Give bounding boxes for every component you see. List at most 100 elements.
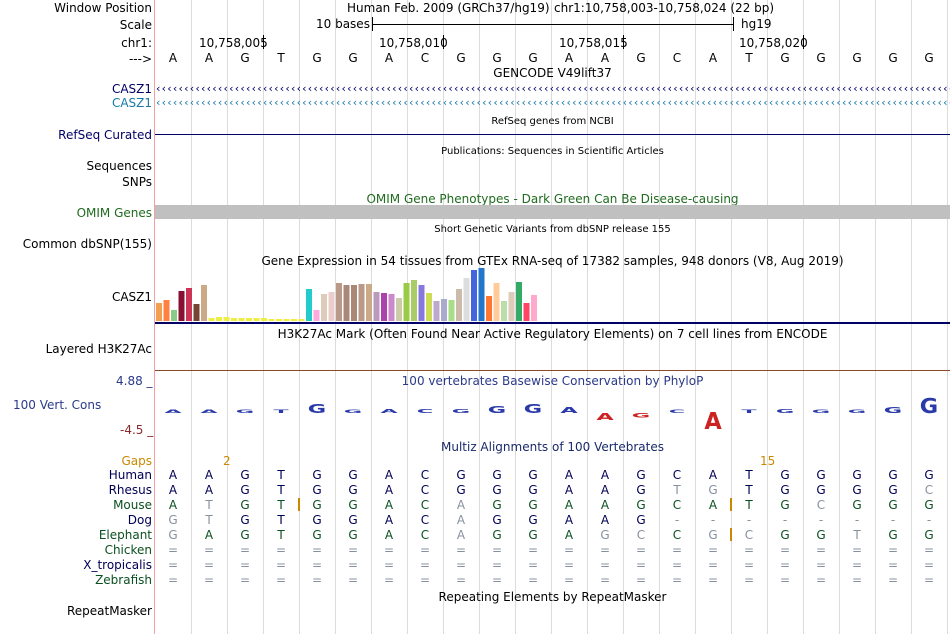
casz1-transcript-a[interactable]: ‹‹‹‹‹‹‹‹‹‹‹‹‹‹‹‹‹‹‹‹‹‹‹‹‹‹‹‹‹‹‹‹‹‹‹‹‹‹‹‹…	[155, 84, 950, 94]
aligned-base: A	[168, 468, 178, 482]
scale-label: Scale	[119, 18, 152, 32]
grid-line	[947, 0, 948, 634]
species-label[interactable]: Zebrafish	[95, 573, 152, 587]
aligned-base: A	[708, 498, 718, 512]
species-label[interactable]: Rhesus	[108, 483, 152, 497]
gtex-gene-label[interactable]: CASZ1	[111, 290, 152, 304]
aligned-base: C	[636, 528, 646, 542]
aligned-base: C	[420, 498, 430, 512]
aligned-base: T	[745, 483, 753, 497]
aligned-base: =	[455, 543, 467, 557]
aligned-base: G	[312, 498, 322, 512]
reference-base: A	[168, 51, 178, 65]
aligned-base: =	[203, 558, 215, 572]
aligned-base: =	[167, 558, 179, 572]
aligned-base: =	[239, 543, 251, 557]
track-label-separator	[154, 0, 155, 634]
dbsnp-track-label[interactable]: Common dbSNP(155)	[22, 237, 152, 251]
reference-base: G	[924, 51, 934, 65]
reference-base: G	[240, 51, 250, 65]
species-label[interactable]: Human	[108, 468, 152, 482]
casz1-label-b[interactable]: CASZ1	[111, 96, 152, 110]
aligned-base: G	[528, 483, 538, 497]
reference-base: A	[708, 51, 718, 65]
aligned-base: =	[671, 543, 683, 557]
aligned-base: =	[383, 573, 395, 587]
aligned-base: C	[816, 498, 826, 512]
grid-line	[623, 0, 624, 634]
grid-line	[731, 0, 732, 634]
aligned-base: G	[636, 468, 646, 482]
aligned-base: =	[815, 543, 827, 557]
aligned-base: =	[491, 573, 503, 587]
aligned-base: =	[887, 558, 899, 572]
aligned-base: =	[599, 573, 611, 587]
aligned-base: -	[854, 513, 860, 527]
species-label[interactable]: X_tropicalis	[83, 558, 152, 572]
refseq-gene-line[interactable]	[155, 134, 950, 135]
species-label[interactable]: Elephant	[98, 528, 152, 542]
aligned-base: =	[419, 543, 431, 557]
aligned-base: G	[348, 513, 358, 527]
omim-gene-block[interactable]	[155, 205, 950, 219]
aligned-base: A	[384, 468, 394, 482]
snps-label[interactable]: SNPs	[122, 175, 152, 189]
aligned-base: =	[383, 543, 395, 557]
reference-base: G	[636, 51, 646, 65]
aligned-base: =	[239, 573, 251, 587]
aligned-base: G	[492, 513, 502, 527]
ruler-tick	[443, 35, 444, 49]
aligned-base: A	[384, 513, 394, 527]
aligned-base: G	[240, 498, 250, 512]
casz1-transcript-b[interactable]: ‹‹‹‹‹‹‹‹‹‹‹‹‹‹‹‹‹‹‹‹‹‹‹‹‹‹‹‹‹‹‹‹‹‹‹‹‹‹‹‹…	[155, 98, 950, 108]
omim-track-label[interactable]: OMIM Genes	[76, 206, 152, 220]
aligned-base: =	[455, 573, 467, 587]
refseq-track-label[interactable]: RefSeq Curated	[58, 128, 152, 142]
aligned-base: T	[277, 528, 285, 542]
aligned-base: =	[707, 558, 719, 572]
aligned-base: G	[924, 528, 934, 542]
aligned-base: G	[528, 528, 538, 542]
phylop-track-label[interactable]: 100 Vert. Cons	[13, 398, 102, 412]
aligned-base: -	[782, 513, 788, 527]
aligned-base: =	[887, 573, 899, 587]
h3k27ac-track-label[interactable]: Layered H3K27Ac	[45, 342, 152, 356]
aligned-base: G	[816, 528, 826, 542]
aligned-base: G	[852, 498, 862, 512]
reference-base: A	[384, 51, 394, 65]
sequences-label[interactable]: Sequences	[86, 159, 152, 173]
aligned-base: G	[348, 498, 358, 512]
strand-label: --->	[128, 52, 152, 66]
refseq-track-title: RefSeq genes from NCBI	[491, 116, 614, 127]
aligned-base: =	[239, 558, 251, 572]
grid-line	[839, 0, 840, 634]
aligned-base: =	[779, 543, 791, 557]
ruler-tick	[263, 35, 264, 49]
dbsnp-track-title: Short Genetic Variants from dbSNP releas…	[434, 224, 671, 235]
aligned-base: T	[277, 513, 285, 527]
aligned-base: A	[456, 513, 466, 527]
aligned-base: =	[455, 558, 467, 572]
aligned-base: =	[347, 558, 359, 572]
reference-base: G	[492, 51, 502, 65]
casz1-label-a[interactable]: CASZ1	[111, 82, 152, 96]
multiz-track-title: Multiz Alignments of 100 Vertebrates	[440, 440, 665, 454]
aligned-base: G	[240, 468, 250, 482]
species-label[interactable]: Chicken	[104, 543, 152, 557]
aligned-base: -	[818, 513, 824, 527]
species-label[interactable]: Dog	[127, 513, 152, 527]
scale-bar-text: 10 bases	[316, 17, 370, 31]
aligned-base: G	[492, 483, 502, 497]
grid-line	[587, 0, 588, 634]
species-label[interactable]: Mouse	[113, 498, 152, 512]
aligned-base: =	[347, 573, 359, 587]
aligned-base: G	[240, 513, 250, 527]
grid-line	[767, 0, 768, 634]
aligned-base: T	[277, 498, 285, 512]
grid-line	[551, 0, 552, 634]
aligned-base: C	[420, 513, 430, 527]
repeat-track-label[interactable]: RepeatMasker	[66, 604, 152, 618]
grid-line	[263, 0, 264, 634]
aligned-base: =	[311, 558, 323, 572]
